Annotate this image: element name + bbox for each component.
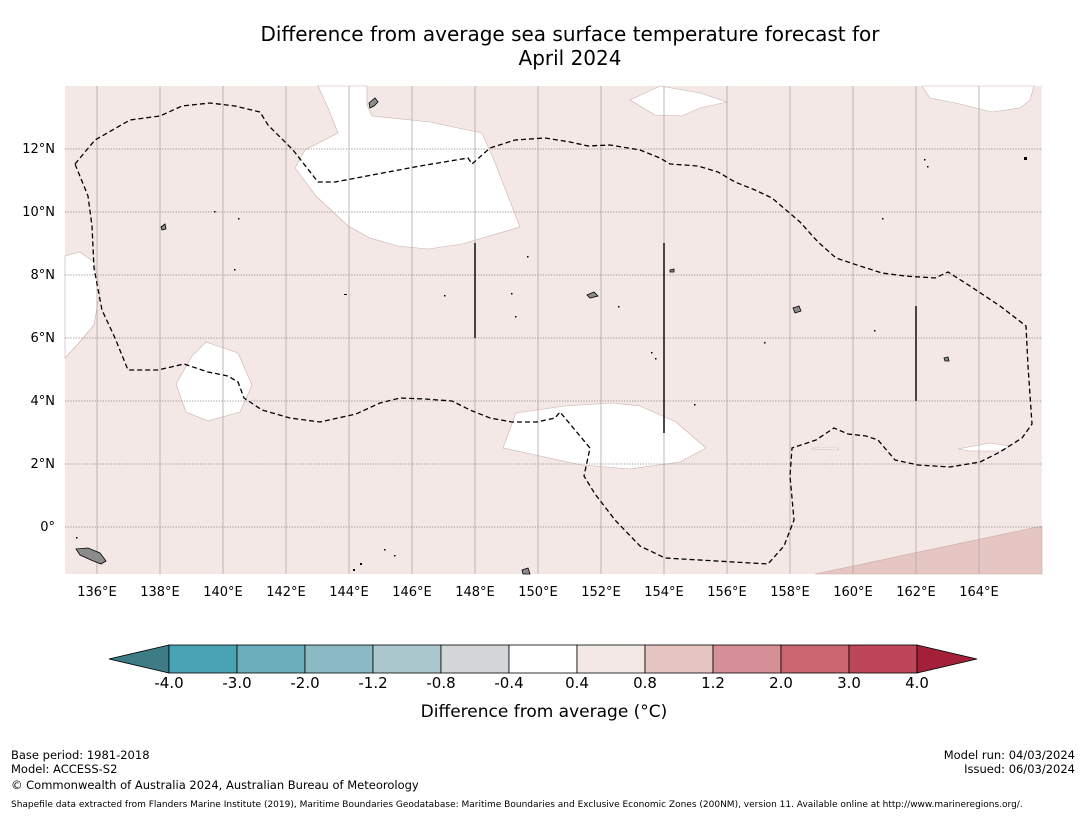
- issued-date: Issued: 06/03/2024: [964, 762, 1075, 776]
- colorbar-segment: [236, 644, 306, 674]
- colorbar-segment: [644, 644, 714, 674]
- colorbar-label: 0.8: [633, 674, 657, 692]
- longitude-tick-labels: 136°E 138°E 140°E 142°E 144°E 146°E 148°…: [77, 585, 999, 600]
- lon-tick-label: 160°E: [833, 585, 873, 600]
- colorbar-label: 3.0: [837, 674, 861, 692]
- lat-tick-label: 8°N: [31, 268, 56, 283]
- lon-tick-label: 148°E: [455, 585, 495, 600]
- lat-tick-label: 12°N: [22, 142, 55, 157]
- lon-tick-label: 138°E: [140, 585, 180, 600]
- colorbar-label: -3.0: [222, 674, 252, 692]
- neutral-region-south: [502, 402, 707, 470]
- colorbar-segments: [168, 644, 918, 674]
- colorbar-label: -2.0: [290, 674, 320, 692]
- colorbar-segment: [712, 644, 782, 674]
- colorbar-label: -4.0: [154, 674, 184, 692]
- colorbar-label: -1.2: [358, 674, 388, 692]
- lat-tick-label: 6°N: [31, 331, 56, 346]
- lon-tick-label: 154°E: [644, 585, 684, 600]
- colorbar-title: Difference from average (°C): [420, 702, 668, 722]
- lat-tick-label: 0°: [40, 520, 55, 535]
- chart-title: Difference from average sea surface temp…: [0, 22, 1085, 70]
- neutral-region-sliver: [811, 447, 839, 451]
- map-background: [65, 86, 1042, 574]
- lon-tick-label: 150°E: [518, 585, 558, 600]
- colorbar-segment: [440, 644, 510, 674]
- neutral-region-north: [294, 85, 521, 250]
- lat-tick-label: 4°N: [31, 394, 56, 409]
- lon-tick-label: 144°E: [329, 585, 369, 600]
- lon-tick-label: 142°E: [266, 585, 306, 600]
- warm-anomaly-region: [814, 525, 1043, 575]
- lon-tick-label: 146°E: [392, 585, 432, 600]
- boundary-lines: [474, 243, 917, 433]
- colorbar-label: -0.4: [494, 674, 524, 692]
- shapefile-note: Shapefile data extracted from Flanders M…: [11, 800, 1023, 810]
- colorbar-segment: [372, 644, 442, 674]
- latitude-gridlines: [65, 148, 1042, 528]
- model-name: Model: ACCESS-S2: [11, 762, 118, 776]
- colorbar-segment: [304, 644, 374, 674]
- footer-left: Base period: 1981-2018 Model: ACCESS-S2 …: [11, 748, 419, 792]
- colorbar-label: -0.8: [426, 674, 456, 692]
- colorbar-segment: [780, 644, 850, 674]
- base-period: Base period: 1981-2018: [11, 748, 150, 762]
- title-line-1: Difference from average sea surface temp…: [260, 22, 880, 46]
- lat-tick-label: 10°N: [22, 205, 55, 220]
- footer-right: Model run: 04/03/2024 Issued: 06/03/2024: [944, 748, 1075, 776]
- colorbar-label: 0.4: [565, 674, 589, 692]
- colorbar-label: 4.0: [905, 674, 929, 692]
- lon-tick-label: 152°E: [581, 585, 621, 600]
- colorbar-high-extend: [916, 644, 978, 674]
- lon-tick-label: 156°E: [707, 585, 747, 600]
- colorbar-segment: [508, 644, 578, 674]
- colorbar-label: 1.2: [701, 674, 725, 692]
- neutral-region-northeast: [629, 85, 729, 117]
- small-islets: [76, 157, 1027, 571]
- neutral-region-far-northeast: [921, 85, 1035, 113]
- model-run: Model run: 04/03/2024: [943, 748, 1075, 762]
- lon-tick-label: 162°E: [896, 585, 936, 600]
- title-line-2: April 2024: [518, 46, 622, 70]
- eez-boundary: [74, 102, 1033, 565]
- lat-tick-label: 2°N: [31, 457, 56, 472]
- lon-tick-label: 136°E: [77, 585, 117, 600]
- colorbar-label: 2.0: [769, 674, 793, 692]
- colorbar-segment: [168, 644, 238, 674]
- copyright: © Commonwealth of Australia 2024, Austra…: [11, 778, 419, 792]
- longitude-gridlines: [96, 86, 980, 574]
- lon-tick-label: 158°E: [770, 585, 810, 600]
- islands: [75, 97, 950, 575]
- colorbar-segment: [848, 644, 918, 674]
- colorbar-segment: [576, 644, 646, 674]
- lon-tick-label: 140°E: [203, 585, 243, 600]
- lon-tick-label: 164°E: [959, 585, 999, 600]
- colorbar-low-extend: [108, 644, 170, 674]
- latitude-tick-labels: 12°N 10°N 8°N 6°N 4°N 2°N 0°: [22, 142, 55, 535]
